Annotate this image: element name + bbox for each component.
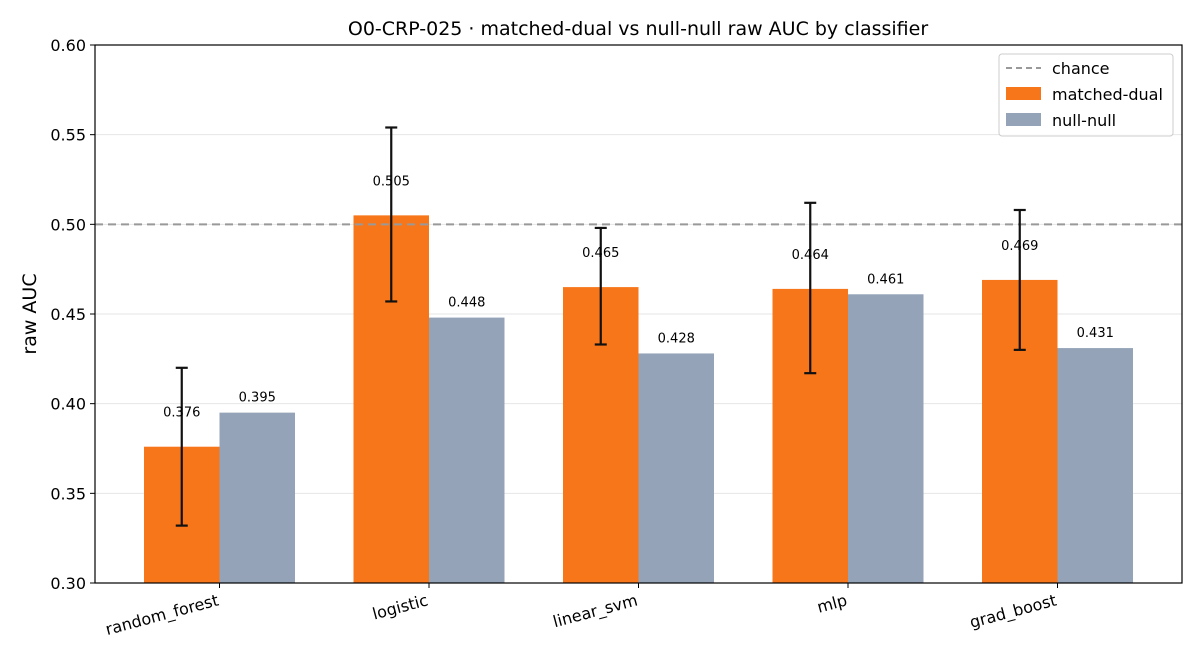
y-tick-label: 0.55: [50, 126, 86, 145]
chart-title: O0-CRP-025 · matched-dual vs null-null r…: [348, 18, 928, 40]
data-label-null-null-mlp: 0.461: [867, 272, 904, 287]
y-tick-label: 0.30: [50, 574, 86, 593]
error-bar-layer: [175, 126, 1026, 527]
data-label-null-null-grad_boost: 0.431: [1077, 326, 1114, 341]
y-axis-title: raw AUC: [19, 273, 41, 354]
data-label-matched-dual-mlp: 0.464: [792, 248, 829, 263]
legend-matched-dual-swatch: [1006, 87, 1041, 100]
y-tick-label: 0.45: [50, 305, 86, 324]
data-label-matched-dual-linear_svm: 0.465: [582, 246, 619, 261]
bar-null-null-grad_boost: [1057, 348, 1133, 583]
bar-null-null-mlp: [848, 294, 924, 583]
data-label-null-null-random_forest: 0.395: [239, 391, 276, 406]
legend-label-matched-dual: matched-dual: [1052, 85, 1163, 104]
data-label-null-null-linear_svm: 0.428: [658, 331, 695, 346]
legend-label-chance: chance: [1052, 59, 1110, 78]
y-tick-label: 0.40: [50, 395, 86, 414]
legend-label-null-null: null-null: [1052, 111, 1116, 130]
bars-layer: [144, 215, 1133, 583]
y-axis: 0.30 0.35 0.40 0.45 0.50 0.55 0.60: [50, 36, 95, 593]
bar-null-null-random_forest: [219, 412, 295, 583]
data-label-matched-dual-random_forest: 0.376: [163, 406, 200, 421]
data-label-null-null-logistic: 0.448: [448, 296, 485, 311]
bar-null-null-linear_svm: [638, 353, 714, 583]
y-tick-label: 0.50: [50, 215, 86, 234]
data-label-matched-dual-logistic: 0.505: [373, 174, 410, 189]
bar-null-null-logistic: [429, 317, 505, 583]
y-tick-label: 0.35: [50, 484, 86, 503]
y-tick-label: 0.60: [50, 36, 86, 55]
data-label-layer: 0.376 0.395 0.505 0.448 0.465 0.428 0.464 0.461…: [163, 174, 1114, 420]
legend-null-null-swatch: [1006, 113, 1041, 126]
data-label-matched-dual-grad_boost: 0.469: [1001, 239, 1038, 254]
legend: chance matched-dual null-null: [998, 53, 1174, 137]
legend-box: [998, 53, 1174, 137]
